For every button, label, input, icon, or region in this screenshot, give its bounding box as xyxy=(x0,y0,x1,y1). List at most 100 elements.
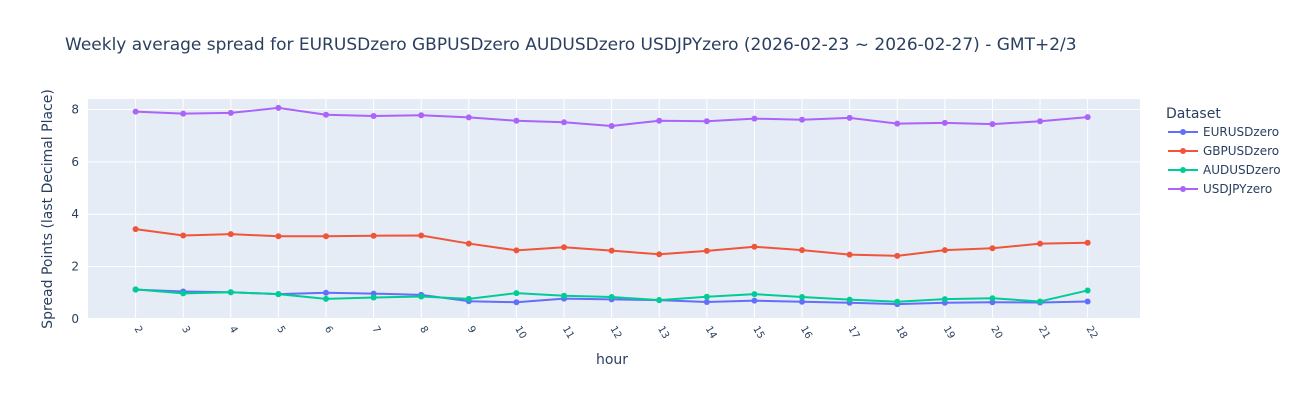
data-point-audusdzero[interactable] xyxy=(608,294,615,300)
data-point-usdjpyzero[interactable] xyxy=(608,122,615,129)
data-point-usdjpyzero[interactable] xyxy=(703,118,710,125)
data-point-audusdzero[interactable] xyxy=(323,295,330,302)
data-point-gbpusdzero[interactable] xyxy=(941,247,948,254)
legend-label: GBPUSDzero xyxy=(1203,144,1279,158)
grid-lines xyxy=(88,99,1140,320)
legend-title: Dataset xyxy=(1166,106,1221,122)
y-tick-label: 8 xyxy=(71,102,79,116)
data-point-usdjpyzero[interactable] xyxy=(894,120,901,127)
data-point-usdjpyzero[interactable] xyxy=(989,121,996,128)
data-point-usdjpyzero[interactable] xyxy=(180,110,187,117)
data-point-gbpusdzero[interactable] xyxy=(608,247,615,254)
data-point-audusdzero[interactable] xyxy=(513,290,520,297)
data-point-gbpusdzero[interactable] xyxy=(227,231,234,238)
data-point-audusdzero[interactable] xyxy=(132,286,139,293)
data-point-gbpusdzero[interactable] xyxy=(513,247,520,254)
x-tick-label: 4 xyxy=(227,324,240,335)
series-audusdzero xyxy=(132,286,1091,305)
legend-item-audusdzero[interactable]: AUDUSDzero xyxy=(1168,163,1281,177)
data-point-audusdzero[interactable] xyxy=(894,298,901,305)
data-point-usdjpyzero[interactable] xyxy=(323,111,330,118)
data-point-eurusdzero[interactable] xyxy=(703,298,710,305)
legend[interactable]: Dataset EURUSDzero GBPUSDzero AUDUSDzero US… xyxy=(1166,106,1281,196)
data-point-gbpusdzero[interactable] xyxy=(846,251,853,258)
data-point-audusdzero[interactable] xyxy=(465,295,472,302)
data-point-gbpusdzero[interactable] xyxy=(561,244,568,251)
data-point-usdjpyzero[interactable] xyxy=(513,117,520,124)
data-point-audusdzero[interactable] xyxy=(275,291,282,298)
data-point-eurusdzero[interactable] xyxy=(1084,298,1091,305)
x-axis-title: hour xyxy=(596,352,628,368)
legend-label: AUDUSDzero xyxy=(1203,163,1281,177)
y-tick-label: 6 xyxy=(71,155,79,169)
legend-swatch-marker xyxy=(1180,129,1186,135)
data-point-usdjpyzero[interactable] xyxy=(132,108,139,115)
data-point-audusdzero[interactable] xyxy=(846,296,853,303)
y-axis-title: Spread Points (last Decimal Place) xyxy=(40,89,56,329)
data-point-gbpusdzero[interactable] xyxy=(989,245,996,252)
legend-label: USDJPYzero xyxy=(1203,182,1272,196)
legend-swatch-marker xyxy=(1180,167,1186,173)
x-tick-label: 2 xyxy=(132,324,145,335)
data-point-usdjpyzero[interactable] xyxy=(1084,114,1091,121)
data-point-usdjpyzero[interactable] xyxy=(227,109,234,116)
data-point-gbpusdzero[interactable] xyxy=(180,232,187,239)
data-point-gbpusdzero[interactable] xyxy=(799,247,806,254)
data-point-audusdzero[interactable] xyxy=(227,289,234,296)
data-point-eurusdzero[interactable] xyxy=(513,299,520,306)
data-point-gbpusdzero[interactable] xyxy=(1084,239,1091,246)
data-point-eurusdzero[interactable] xyxy=(323,289,330,296)
data-point-usdjpyzero[interactable] xyxy=(465,114,472,121)
plot-area xyxy=(88,99,1140,319)
y-tick-label: 4 xyxy=(71,207,79,221)
series-usdjpyzero xyxy=(132,104,1091,129)
legend-swatch-marker xyxy=(1180,186,1186,192)
data-point-usdjpyzero[interactable] xyxy=(418,112,425,119)
data-point-audusdzero[interactable] xyxy=(751,291,758,298)
data-point-gbpusdzero[interactable] xyxy=(894,252,901,259)
data-point-audusdzero[interactable] xyxy=(989,295,996,302)
y-axis-ticks: 0 2 4 6 8 xyxy=(71,102,79,326)
data-point-audusdzero[interactable] xyxy=(1037,298,1044,305)
data-point-gbpusdzero[interactable] xyxy=(418,232,425,239)
data-point-gbpusdzero[interactable] xyxy=(1037,240,1044,247)
data-point-gbpusdzero[interactable] xyxy=(751,243,758,250)
data-point-gbpusdzero[interactable] xyxy=(370,232,377,239)
data-point-usdjpyzero[interactable] xyxy=(370,113,377,120)
data-point-audusdzero[interactable] xyxy=(1084,287,1091,294)
data-point-eurusdzero[interactable] xyxy=(751,297,758,304)
series-group xyxy=(132,104,1091,308)
data-point-usdjpyzero[interactable] xyxy=(656,117,663,124)
data-point-audusdzero[interactable] xyxy=(561,292,568,299)
legend-label: EURUSDzero xyxy=(1203,125,1279,139)
data-point-audusdzero[interactable] xyxy=(656,297,663,304)
x-tick-label: 9 xyxy=(465,324,478,335)
data-point-usdjpyzero[interactable] xyxy=(275,104,282,111)
data-point-audusdzero[interactable] xyxy=(180,290,187,297)
data-point-audusdzero[interactable] xyxy=(418,293,425,300)
data-point-gbpusdzero[interactable] xyxy=(275,233,282,240)
data-point-gbpusdzero[interactable] xyxy=(323,233,330,240)
data-point-audusdzero[interactable] xyxy=(370,294,377,301)
data-point-usdjpyzero[interactable] xyxy=(1037,118,1044,125)
data-point-audusdzero[interactable] xyxy=(941,296,948,303)
data-point-gbpusdzero[interactable] xyxy=(132,226,139,233)
data-point-eurusdzero[interactable] xyxy=(799,298,806,305)
data-point-usdjpyzero[interactable] xyxy=(799,116,806,123)
data-point-usdjpyzero[interactable] xyxy=(846,114,853,121)
legend-item-usdjpyzero[interactable]: USDJPYzero xyxy=(1168,182,1272,196)
legend-item-eurusdzero[interactable]: EURUSDzero xyxy=(1168,125,1279,139)
data-point-usdjpyzero[interactable] xyxy=(561,119,568,126)
data-point-gbpusdzero[interactable] xyxy=(465,240,472,247)
x-tick-label: 8 xyxy=(417,324,430,335)
legend-swatch-marker xyxy=(1180,148,1186,154)
data-point-usdjpyzero[interactable] xyxy=(751,115,758,122)
data-point-usdjpyzero[interactable] xyxy=(941,119,948,126)
legend-item-gbpusdzero[interactable]: GBPUSDzero xyxy=(1168,144,1279,158)
data-point-audusdzero[interactable] xyxy=(703,293,710,300)
data-point-gbpusdzero[interactable] xyxy=(703,247,710,254)
data-point-audusdzero[interactable] xyxy=(799,294,806,300)
data-point-gbpusdzero[interactable] xyxy=(656,251,663,258)
